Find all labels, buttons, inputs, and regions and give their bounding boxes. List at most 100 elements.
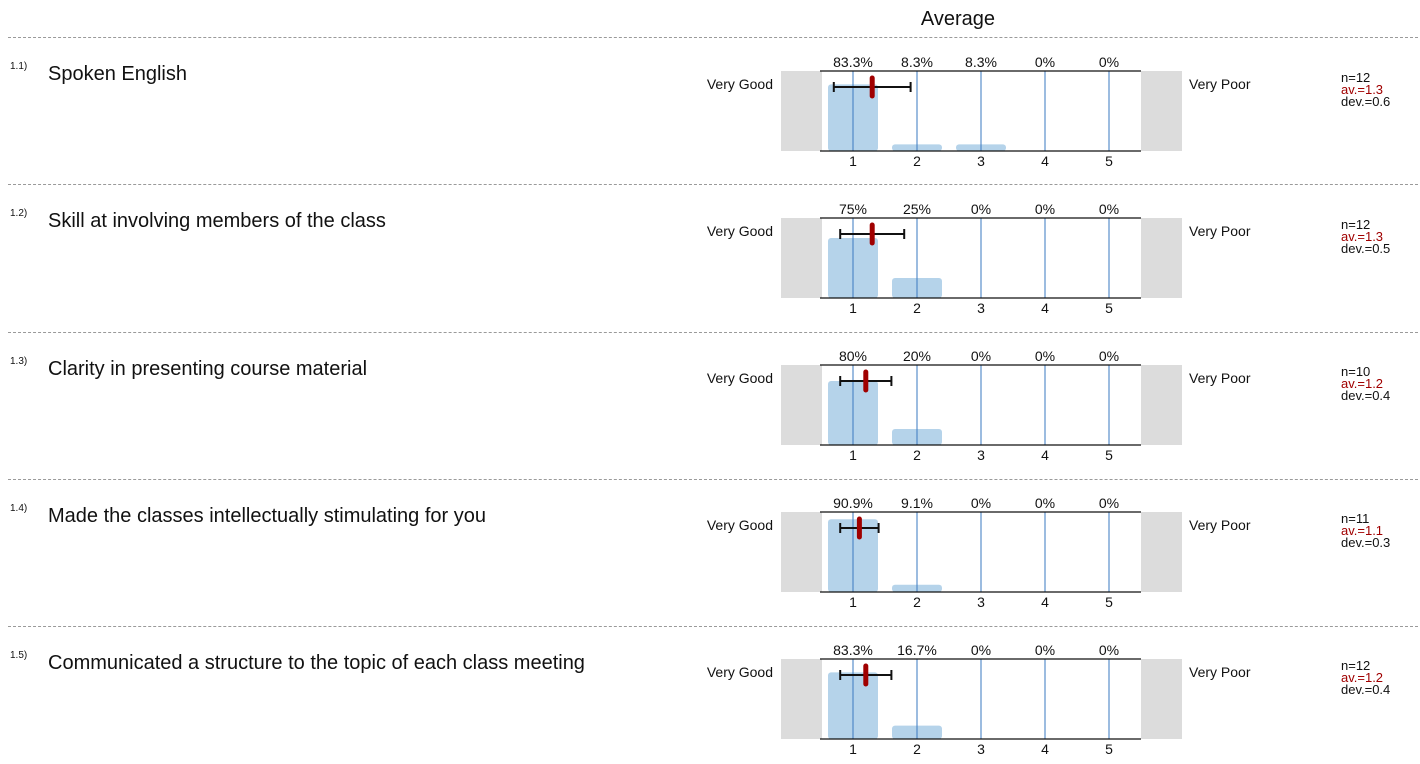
- percent-label: 8.3%: [965, 54, 997, 70]
- percent-label: 9.1%: [901, 495, 933, 511]
- scale-left-box: [781, 512, 822, 592]
- percent-label: 83.3%: [833, 54, 873, 70]
- percent-label: 90.9%: [833, 495, 873, 511]
- stat-deviation: dev.=0.6: [1341, 94, 1391, 109]
- tick-label: 4: [1041, 153, 1049, 169]
- tick-label: 1: [849, 300, 857, 316]
- percent-label: 80%: [839, 348, 867, 364]
- rating-chart: 90.9% 9.1% 0% 0% 0% 1 2 3 4 5: [781, 495, 1182, 610]
- stats-block: n=12 av.=1.2 dev.=0.4: [1341, 658, 1391, 697]
- percent-label: 0%: [1099, 201, 1119, 217]
- percent-label: 0%: [971, 495, 991, 511]
- tick-label: 1: [849, 447, 857, 463]
- tick-label: 4: [1041, 447, 1049, 463]
- percent-label: 0%: [1035, 201, 1055, 217]
- scale-left-label: Very Good: [706, 664, 773, 680]
- rating-chart: 75% 25% 0% 0% 0% 1 2 3 4 5: [781, 201, 1182, 316]
- tick-label: 5: [1105, 300, 1113, 316]
- percent-label: 0%: [971, 201, 991, 217]
- tick-label: 3: [977, 594, 985, 610]
- percent-label: 0%: [971, 348, 991, 364]
- rating-chart: 80% 20% 0% 0% 0% 1 2 3 4 5: [781, 348, 1182, 463]
- tick-label: 2: [913, 447, 921, 463]
- question-text: Skill at involving members of the class: [48, 210, 386, 232]
- scale-right-box: [1141, 659, 1182, 739]
- stat-average: av.=1.1: [1341, 523, 1384, 538]
- percent-label: 0%: [1035, 54, 1055, 70]
- stat-deviation: dev.=0.3: [1341, 535, 1391, 550]
- percent-label: 75%: [839, 201, 867, 217]
- tick-label: 2: [913, 741, 921, 757]
- question-number: 1.1): [10, 61, 28, 72]
- stat-average: av.=1.2: [1341, 670, 1384, 685]
- scale-left-label: Very Good: [706, 76, 773, 92]
- scale-right-box: [1141, 218, 1182, 298]
- percent-label: 0%: [1035, 642, 1055, 658]
- scale-right-box: [1141, 71, 1182, 151]
- page-title: Average: [920, 8, 996, 30]
- tick-label: 4: [1041, 594, 1049, 610]
- stat-deviation: dev.=0.5: [1341, 241, 1391, 256]
- tick-label: 3: [977, 153, 985, 169]
- rating-chart: 83.3% 16.7% 0% 0% 0% 1 2 3 4 5: [781, 642, 1182, 757]
- stat-average: av.=1.2: [1341, 376, 1384, 391]
- scale-left-label: Very Good: [706, 370, 773, 386]
- question-text: Made the classes intellectually stimulat…: [48, 505, 486, 527]
- scale-right-label: Very Poor: [1189, 223, 1251, 239]
- stat-n: n=12: [1341, 70, 1371, 85]
- stat-n: n=11: [1341, 511, 1370, 526]
- tick-label: 3: [977, 300, 985, 316]
- stat-average: av.=1.3: [1341, 82, 1384, 97]
- percent-label: 25%: [903, 201, 931, 217]
- tick-label: 2: [913, 153, 921, 169]
- stat-deviation: dev.=0.4: [1341, 388, 1391, 403]
- stat-n: n=12: [1341, 217, 1371, 232]
- divider: [8, 479, 1418, 480]
- tick-label: 5: [1105, 447, 1113, 463]
- scale-right-box: [1141, 512, 1182, 592]
- percent-label: 83.3%: [833, 642, 873, 658]
- scale-left-box: [781, 71, 822, 151]
- question-text: Spoken English: [48, 63, 187, 85]
- tick-label: 3: [977, 447, 985, 463]
- tick-label: 2: [913, 594, 921, 610]
- stat-n: n=12: [1341, 658, 1371, 673]
- divider: [8, 37, 1418, 38]
- scale-right-label: Very Poor: [1189, 370, 1251, 386]
- tick-label: 1: [849, 741, 857, 757]
- scale-left-box: [781, 659, 822, 739]
- stats-block: n=12 av.=1.3 dev.=0.5: [1341, 217, 1391, 256]
- tick-label: 1: [849, 153, 857, 169]
- rating-chart: 83.3% 8.3% 8.3% 0% 0% 1 2 3 4 5: [781, 54, 1182, 169]
- scale-right-label: Very Poor: [1189, 517, 1251, 533]
- percent-label: 0%: [1035, 495, 1055, 511]
- question-text: Communicated a structure to the topic of…: [48, 652, 585, 674]
- scale-right-box: [1141, 365, 1182, 445]
- stat-n: n=10: [1341, 364, 1371, 379]
- tick-label: 5: [1105, 594, 1113, 610]
- percent-label: 0%: [1099, 495, 1119, 511]
- tick-label: 4: [1041, 300, 1049, 316]
- percent-label: 0%: [1099, 642, 1119, 658]
- tick-label: 4: [1041, 741, 1049, 757]
- question-number: 1.4): [10, 503, 28, 514]
- percent-label: 0%: [1035, 348, 1055, 364]
- scale-left-label: Very Good: [706, 223, 773, 239]
- divider: [8, 626, 1418, 627]
- tick-label: 5: [1105, 153, 1113, 169]
- stats-block: n=12 av.=1.3 dev.=0.6: [1341, 70, 1391, 109]
- percent-label: 0%: [1099, 54, 1119, 70]
- tick-label: 1: [849, 594, 857, 610]
- stats-block: n=10 av.=1.2 dev.=0.4: [1341, 364, 1391, 403]
- question-number: 1.5): [10, 650, 28, 661]
- scale-left-label: Very Good: [706, 517, 773, 533]
- scale-right-label: Very Poor: [1189, 76, 1251, 92]
- divider: [8, 332, 1418, 333]
- scale-left-box: [781, 365, 822, 445]
- percent-label: 8.3%: [901, 54, 933, 70]
- divider: [8, 184, 1418, 185]
- question-number: 1.2): [10, 208, 28, 219]
- stat-deviation: dev.=0.4: [1341, 682, 1391, 697]
- stat-average: av.=1.3: [1341, 229, 1384, 244]
